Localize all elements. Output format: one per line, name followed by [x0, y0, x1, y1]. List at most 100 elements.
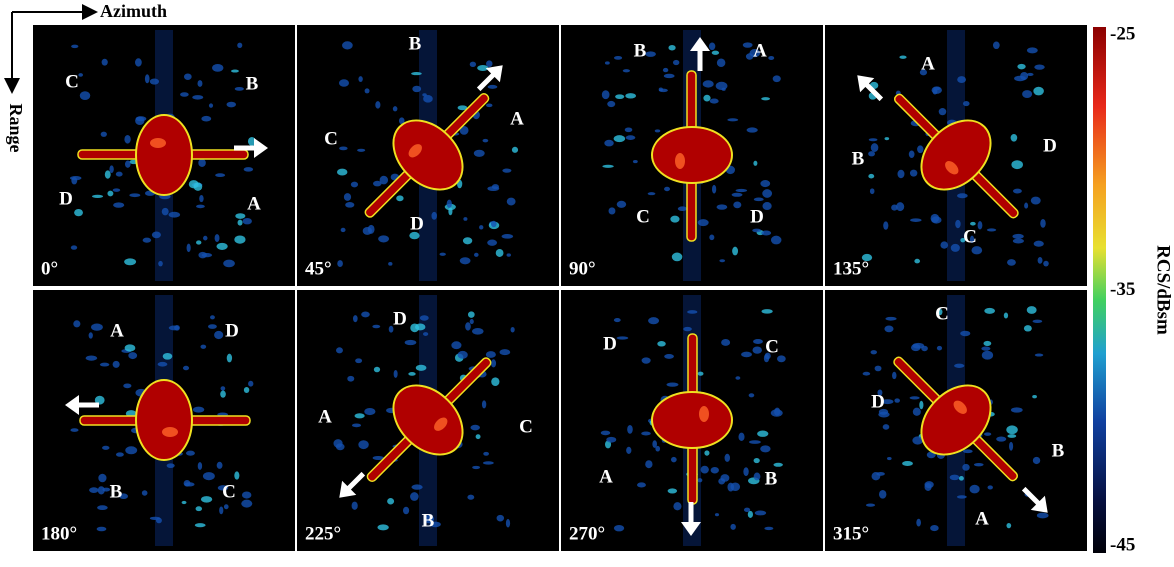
- speckle: [744, 508, 750, 512]
- hot-spot: [675, 153, 685, 169]
- speckle: [887, 457, 892, 460]
- speckle: [491, 377, 499, 386]
- speckle: [719, 259, 725, 262]
- speckle: [341, 228, 346, 232]
- speckle: [423, 95, 433, 103]
- speckle: [201, 116, 211, 122]
- speckle: [752, 229, 761, 233]
- speckle: [725, 454, 730, 462]
- scatterer-label: C: [765, 336, 779, 357]
- speckle: [393, 106, 398, 111]
- speckle: [482, 400, 486, 408]
- scatterer-label: C: [963, 226, 977, 247]
- speckle: [738, 433, 744, 441]
- speckle: [1009, 442, 1013, 451]
- speckle: [358, 440, 368, 449]
- speckle: [761, 309, 772, 314]
- speckle: [732, 247, 738, 256]
- speckle: [345, 202, 354, 208]
- speckle: [502, 169, 511, 173]
- speckle: [102, 59, 108, 66]
- colorbar: [1093, 27, 1106, 553]
- speckle: [145, 74, 150, 83]
- speckle: [748, 511, 753, 518]
- speckle: [216, 243, 227, 250]
- speckle: [150, 517, 161, 520]
- scatterer-label: B: [634, 40, 647, 61]
- speckle: [467, 495, 474, 500]
- speckle: [71, 245, 77, 249]
- speckle: [378, 235, 389, 242]
- speckle: [244, 387, 249, 393]
- speckle: [1020, 72, 1028, 80]
- speckle: [199, 195, 203, 202]
- speckle: [463, 217, 467, 221]
- speckle: [102, 446, 109, 450]
- speckle: [107, 191, 113, 197]
- speckle: [655, 129, 661, 132]
- speckle: [1011, 407, 1023, 412]
- panel: ADBC180°: [33, 290, 295, 551]
- speckle: [912, 343, 924, 349]
- speckle: [668, 488, 677, 493]
- speckle: [1022, 90, 1032, 98]
- speckle: [411, 72, 422, 75]
- speckle: [113, 202, 124, 207]
- speckle: [227, 102, 236, 108]
- speckle: [483, 139, 489, 142]
- speckle: [1033, 87, 1044, 96]
- speckle: [78, 73, 83, 77]
- scatterer-label: C: [519, 416, 533, 437]
- speckle: [761, 97, 770, 100]
- speckle: [757, 431, 768, 437]
- speckle: [235, 87, 244, 91]
- speckle: [124, 258, 136, 265]
- speckle: [195, 523, 206, 527]
- speckle: [483, 452, 489, 456]
- speckle: [1007, 434, 1016, 438]
- speckle: [617, 201, 626, 208]
- speckle: [150, 78, 159, 84]
- speckle: [982, 351, 993, 360]
- speckle: [753, 339, 763, 344]
- speckle: [217, 462, 223, 469]
- speckle: [416, 365, 427, 371]
- speckle: [663, 68, 668, 72]
- speckle: [875, 366, 882, 372]
- speckle: [198, 462, 202, 470]
- scatterer-label: B: [852, 148, 865, 169]
- scatterer-label: A: [247, 193, 261, 214]
- speckle: [167, 463, 175, 468]
- speckle: [645, 51, 656, 57]
- speckle: [105, 170, 111, 178]
- speckle: [741, 352, 752, 358]
- speckle: [668, 45, 675, 51]
- speckle: [1007, 259, 1016, 266]
- speckle: [243, 218, 252, 224]
- scatterer-label: B: [110, 481, 123, 502]
- speckle: [374, 367, 380, 372]
- speckle: [491, 221, 497, 227]
- speckle: [602, 90, 610, 99]
- speckle: [487, 240, 497, 246]
- speckle: [954, 364, 964, 368]
- speckle: [1035, 354, 1043, 357]
- speckle: [465, 322, 471, 330]
- speckle: [735, 376, 740, 380]
- speckle: [897, 170, 904, 178]
- speckle: [463, 237, 472, 244]
- speckle: [372, 325, 380, 329]
- speckle: [957, 495, 967, 498]
- speckle: [387, 498, 394, 504]
- speckle: [625, 127, 633, 132]
- speckle: [71, 45, 78, 49]
- speckle: [180, 92, 189, 97]
- speckle: [198, 252, 206, 259]
- speckle: [609, 207, 616, 214]
- speckle: [339, 79, 349, 87]
- speckle: [963, 449, 973, 453]
- speckle: [673, 502, 681, 510]
- speckle: [1011, 160, 1023, 169]
- speckle: [885, 137, 890, 140]
- speckle: [753, 161, 757, 166]
